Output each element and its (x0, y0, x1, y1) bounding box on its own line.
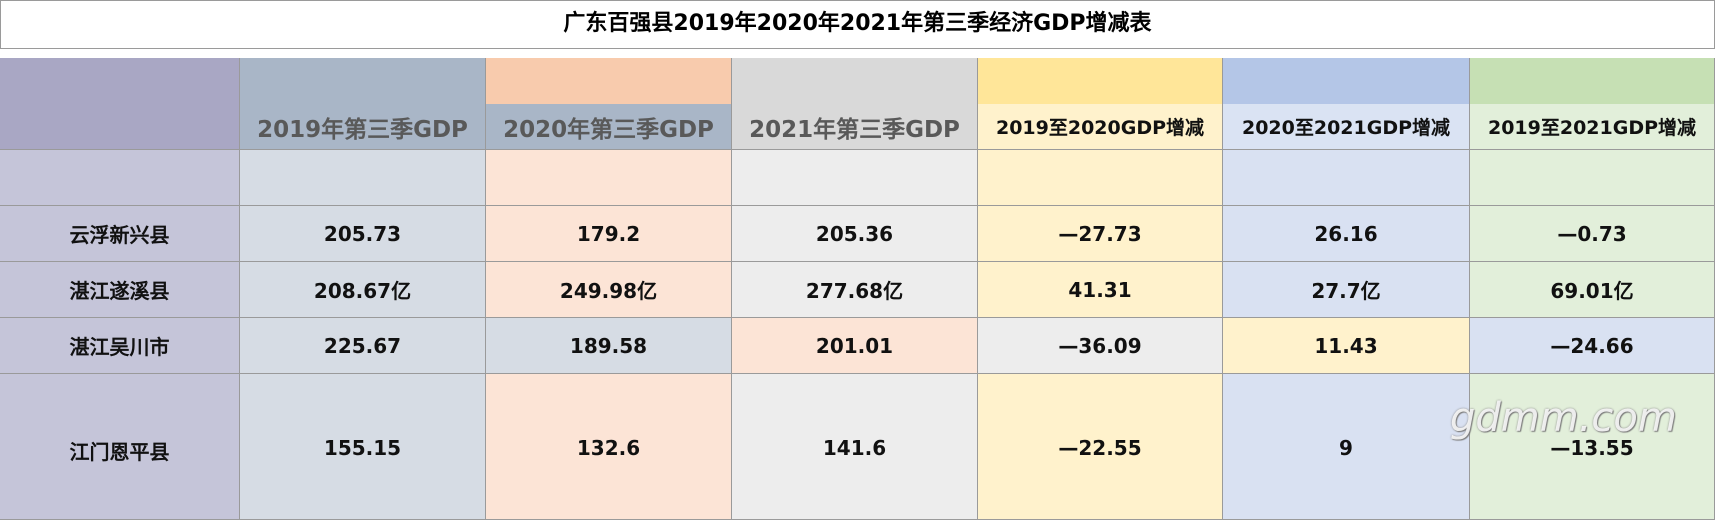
value-cell: 205.36 (732, 206, 978, 262)
value-cell: —24.66 (1470, 318, 1715, 374)
value-cell: —22.55 (978, 374, 1223, 520)
empty-cell (978, 150, 1223, 206)
header-band (240, 58, 486, 104)
value-cell: —36.09 (978, 318, 1223, 374)
value-cell: —0.73 (1470, 206, 1715, 262)
header-corner (0, 58, 240, 150)
sheet-title: 广东百强县2019年2020年2021年第三季经济GDP增减表 (0, 0, 1715, 49)
value-cell: 41.31 (978, 262, 1223, 318)
column-header: 2019至2021GDP增减 (1470, 104, 1715, 150)
empty-cell (486, 150, 732, 206)
value-cell: 277.68亿 (732, 262, 978, 318)
value-cell: —27.73 (978, 206, 1223, 262)
header-band (1223, 58, 1470, 104)
column-header: 2020至2021GDP增减 (1223, 104, 1470, 150)
value-cell: 155.15 (240, 374, 486, 520)
value-cell: 201.01 (732, 318, 978, 374)
value-cell: 141.6 (732, 374, 978, 520)
header-band (732, 58, 978, 104)
empty-cell (1223, 150, 1470, 206)
value-cell: 189.58 (486, 318, 732, 374)
column-header: 2019至2020GDP增减 (978, 104, 1223, 150)
value-cell: 249.98亿 (486, 262, 732, 318)
empty-cell (0, 150, 240, 206)
column-header: 2019年第三季GDP (240, 104, 486, 150)
header-band (978, 58, 1223, 104)
value-cell: 27.7亿 (1223, 262, 1470, 318)
empty-cell (240, 150, 486, 206)
watermark: gdmm.com (1450, 395, 1677, 441)
value-cell: 69.01亿 (1470, 262, 1715, 318)
value-cell: 225.67 (240, 318, 486, 374)
value-cell: 132.6 (486, 374, 732, 520)
row-label: 湛江吴川市 (0, 318, 240, 374)
column-header: 2021年第三季GDP (732, 104, 978, 150)
empty-cell (732, 150, 978, 206)
column-header: 2020年第三季GDP (486, 104, 732, 150)
value-cell: 179.2 (486, 206, 732, 262)
value-cell: 205.73 (240, 206, 486, 262)
value-cell: 11.43 (1223, 318, 1470, 374)
header-band (1470, 58, 1715, 104)
row-label: 江门恩平县 (0, 374, 240, 520)
value-cell: 26.16 (1223, 206, 1470, 262)
row-label: 湛江遂溪县 (0, 262, 240, 318)
empty-cell (1470, 150, 1715, 206)
value-cell: 9 (1223, 374, 1470, 520)
header-band (486, 58, 732, 104)
value-cell: 208.67亿 (240, 262, 486, 318)
row-label: 云浮新兴县 (0, 206, 240, 262)
